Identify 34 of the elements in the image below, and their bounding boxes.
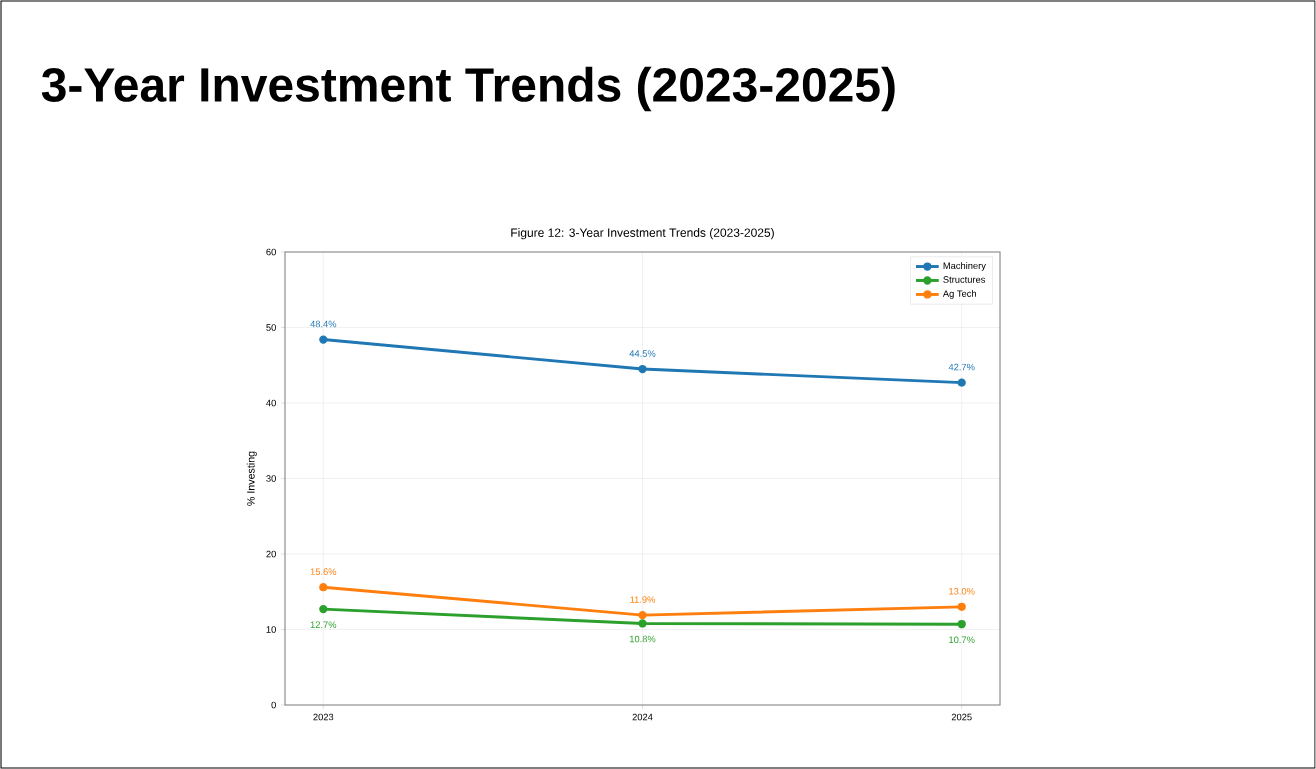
data-label: 10.8% <box>629 635 656 643</box>
data-label: 42.7% <box>948 363 975 371</box>
data-label: 13.0% <box>949 587 975 595</box>
data-label: 10.7% <box>949 636 975 644</box>
point <box>319 335 328 344</box>
chart-subtitle: Figure 12: 3-Year Investment Trends (2023-2025) <box>511 228 774 240</box>
point <box>957 602 966 611</box>
y-tick-label: 60 <box>266 248 276 256</box>
y-tick-label: 30 <box>266 475 276 482</box>
x-tick-label: 2023 <box>313 713 334 721</box>
point <box>638 611 647 620</box>
point <box>638 364 647 374</box>
y-tick-label: 10 <box>266 626 276 633</box>
y-axis-title: % Investing <box>246 451 257 506</box>
point <box>319 583 328 592</box>
chart-title: 3-Year Investment Trends (2023-2025) <box>41 66 895 112</box>
point <box>638 619 647 628</box>
legend-label: Ag Tech <box>942 290 976 299</box>
x-tick-label: 2025 <box>951 713 972 721</box>
y-tick-label: 50 <box>266 324 276 331</box>
x-tick-label: 2024 <box>632 713 653 721</box>
data-label: 12.7% <box>310 621 337 628</box>
y-tick-label: 40 <box>266 399 276 407</box>
data-label: 11.9% <box>630 596 656 603</box>
point <box>319 604 328 614</box>
point <box>957 378 966 387</box>
legend-label: Structures <box>943 276 986 283</box>
data-label: 48.4% <box>310 320 337 328</box>
data-label: 15.6% <box>310 568 337 575</box>
point <box>957 620 966 629</box>
y-tick-label: 0 <box>271 701 276 709</box>
legend-label: Machinery <box>943 262 986 271</box>
y-tick-label: 20 <box>266 550 276 558</box>
data-label: 44.5% <box>629 350 656 357</box>
